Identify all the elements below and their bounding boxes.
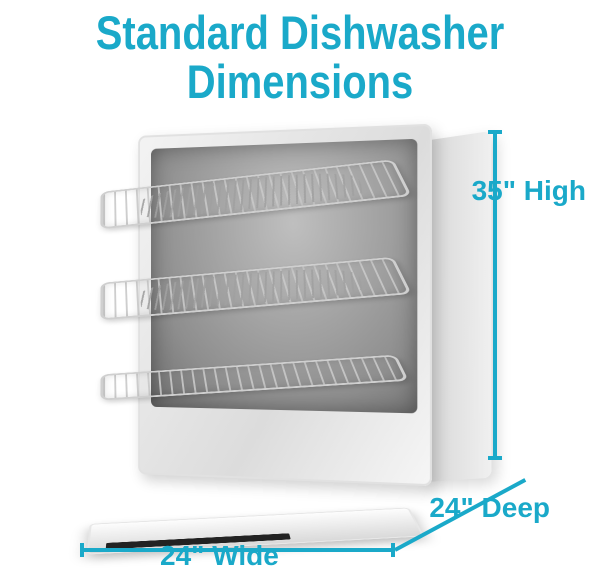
title-line-2: Dimensions (187, 55, 413, 108)
height-dimension-label: 35" High (472, 175, 586, 207)
title-line-1: Standard Dishwasher (96, 6, 505, 59)
infographic-title: Standard Dishwasher Dimensions (45, 8, 555, 107)
dishwasher-illustration (70, 130, 490, 530)
height-bar-cap-bottom (488, 456, 502, 460)
width-bar-cap-left (80, 543, 84, 557)
dishwasher-body (138, 124, 432, 487)
width-dimension-label: 24" Wide (160, 540, 279, 572)
depth-dimension-label: 24" Deep (429, 492, 550, 524)
height-bar-cap-top (488, 130, 502, 134)
